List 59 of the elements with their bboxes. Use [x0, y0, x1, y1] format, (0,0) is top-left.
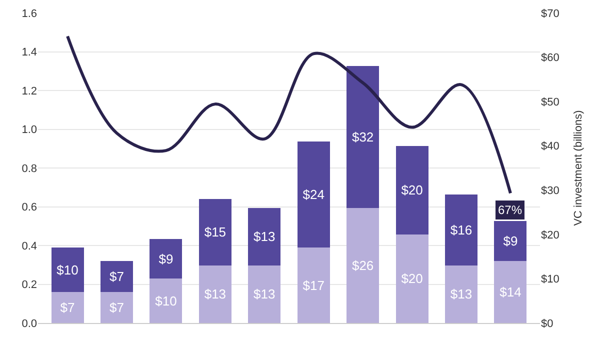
data-label: $32	[352, 130, 374, 144]
bar	[51, 292, 84, 323]
bar	[396, 234, 428, 323]
data-label: $7	[110, 269, 124, 284]
y2-tick-label: $50	[541, 96, 560, 108]
bar	[248, 265, 281, 323]
bar	[494, 261, 527, 323]
data-label: $13	[204, 286, 226, 302]
bar	[150, 278, 182, 323]
data-label: $17	[302, 278, 324, 293]
bar	[494, 221, 527, 261]
y-tick-label: 0.4	[22, 240, 37, 252]
data-label: $26	[352, 258, 374, 273]
bar	[297, 141, 330, 248]
y-tick-label: 1.6	[22, 8, 37, 20]
data-label: $13	[254, 286, 276, 302]
y2-tick-label: $10	[541, 274, 560, 286]
bar	[100, 261, 133, 292]
annotation: 67%	[498, 203, 522, 217]
data-label: $15	[204, 224, 226, 240]
data-label: $9	[503, 234, 518, 249]
bar	[198, 199, 232, 266]
y2-tick-label: $40	[541, 140, 560, 153]
bar	[346, 66, 380, 208]
bar	[248, 208, 281, 266]
data-label: $9	[158, 251, 174, 266]
data-label: $10	[56, 262, 78, 278]
y2-tick-label: $70	[541, 8, 560, 20]
data-label: $13	[254, 229, 276, 244]
bar	[51, 248, 84, 292]
y2-tick-label: $30	[541, 184, 560, 197]
y-tick-label: 1.2	[22, 85, 37, 98]
bar	[445, 194, 478, 266]
data-label: $10	[155, 293, 177, 308]
y-tick-label: 0.8	[22, 162, 37, 175]
y-tick-label: 0.2	[22, 279, 37, 292]
y2-tick-label: $0	[541, 318, 554, 330]
y2-tick-label: $60	[541, 52, 560, 64]
data-label: $24	[302, 187, 324, 202]
data-label: $14	[500, 284, 522, 300]
data-label: $7	[60, 300, 75, 315]
bar	[396, 146, 428, 234]
y-tick-label: 0.0	[22, 318, 37, 330]
bar	[198, 265, 232, 323]
bar	[297, 248, 330, 323]
data-label: $20	[401, 271, 423, 286]
bar	[445, 265, 478, 323]
y-tick-label: 1.0	[22, 124, 37, 136]
y2-axis-title: VC investment (billions)	[572, 110, 585, 226]
bar	[150, 238, 182, 279]
data-label: $16	[450, 222, 472, 238]
data-label: $13	[450, 286, 472, 302]
y-tick-label: 1.4	[22, 46, 37, 59]
y2-tick-label: $20	[541, 229, 560, 242]
bar	[100, 292, 133, 323]
y-tick-label: 0.6	[22, 202, 37, 214]
data-label: $20	[401, 182, 423, 198]
data-label: $7	[110, 300, 124, 315]
bar	[346, 208, 380, 323]
